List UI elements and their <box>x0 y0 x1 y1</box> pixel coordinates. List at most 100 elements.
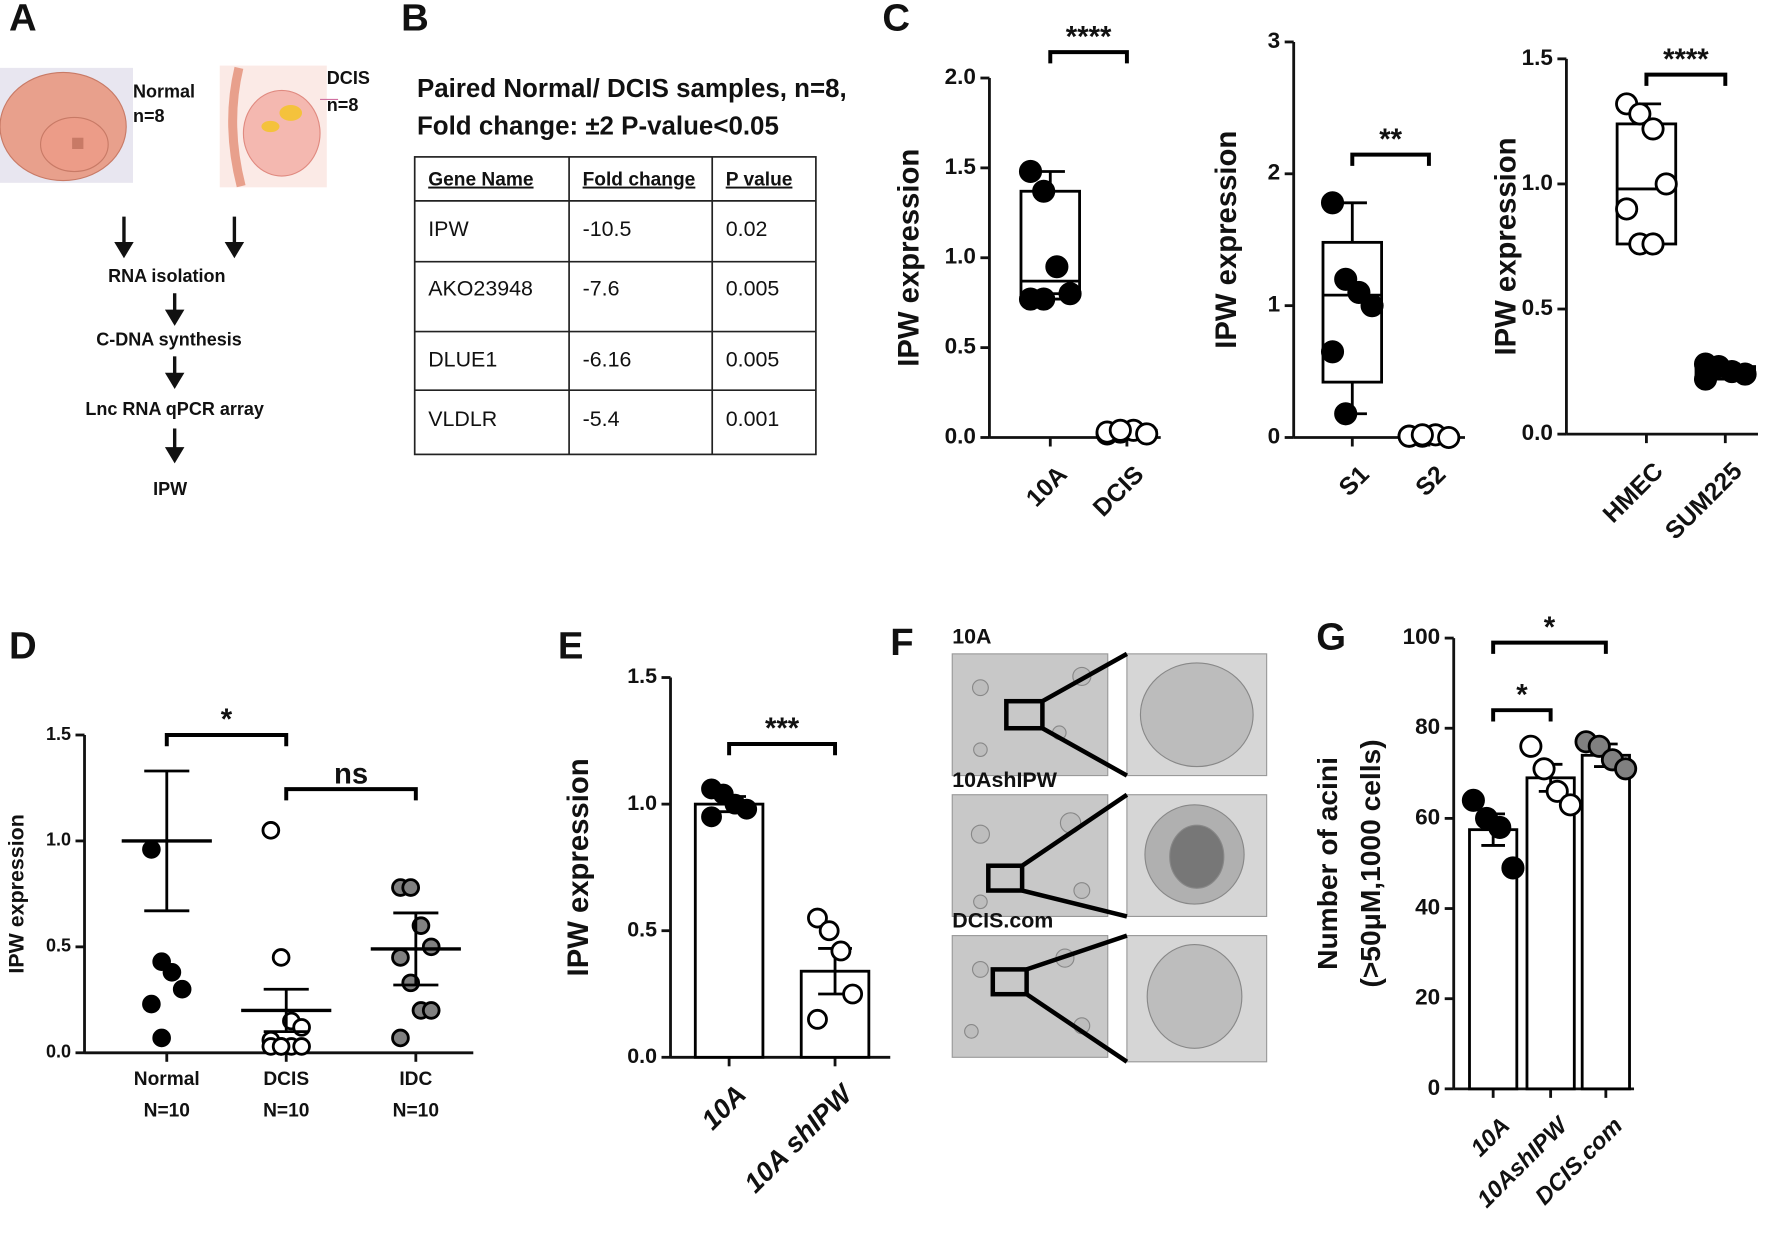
table-cell: 0.005 <box>726 348 780 372</box>
significance-label: ns <box>334 757 368 790</box>
data-point <box>1545 779 1569 803</box>
step: RNA isolation <box>108 266 225 286</box>
y-tick-label: 0.5 <box>46 936 71 956</box>
cells <box>964 662 1254 1049</box>
illustration <box>261 120 280 133</box>
panel-label: D <box>9 624 37 667</box>
chart: 0.0 0.5 1.0 1.5 IPW expression Normal N=10 DCIS… <box>5 703 474 1121</box>
x-tick-label: 10A <box>1466 1113 1515 1162</box>
data-point <box>1733 362 1757 386</box>
y-tick-label: 0 <box>1268 423 1281 448</box>
table-cell: IPW <box>428 217 469 241</box>
data-point <box>842 983 864 1005</box>
data-point <box>271 1037 291 1056</box>
x-tick-label: Normal <box>134 1069 200 1090</box>
illustration <box>242 89 321 177</box>
table-header: P value <box>726 170 793 191</box>
table-cell: DLUE1 <box>428 348 497 372</box>
x-tick-label: HMEC <box>1598 458 1669 529</box>
table-grid <box>413 156 817 456</box>
significance-bracket <box>1048 50 1129 64</box>
box <box>1019 189 1081 296</box>
data-point <box>1320 191 1345 215</box>
data-point <box>1693 367 1718 391</box>
y-tick-label: 1.0 <box>46 830 71 850</box>
data-point <box>1410 423 1434 447</box>
x-tick-label: S1 <box>1334 461 1375 502</box>
table-cell: VLDLR <box>428 407 497 431</box>
y-tick-label: 1 <box>1268 292 1281 317</box>
significance-bracket <box>284 787 418 801</box>
data-point <box>1045 255 1069 279</box>
data-point <box>1437 425 1461 450</box>
data-point <box>162 962 182 982</box>
data-point <box>421 937 441 957</box>
table-cell: AKO23948 <box>428 277 533 301</box>
bar <box>693 802 765 1059</box>
y-tick-label: 1.0 <box>627 791 657 815</box>
data-point <box>1501 856 1525 880</box>
diagram: Normal n=8 DCIS n=8 RNA isolation C-DNA … <box>0 65 370 499</box>
step: Lnc RNA qPCR array <box>85 399 264 419</box>
panel-label: E <box>558 624 584 667</box>
significance-label: * <box>1516 678 1528 711</box>
image-label: 10AshIPW <box>952 768 1057 792</box>
y-tick-label: 1.0 <box>945 244 976 269</box>
data-point <box>1558 793 1582 817</box>
chart: 0 1 2 3 IPW expression S1 S2 ** <box>1210 28 1465 502</box>
significance-label: ** <box>1379 123 1402 156</box>
step: IPW <box>153 479 187 499</box>
y-tick-label: 0.0 <box>1522 420 1553 445</box>
significance-label: **** <box>1663 43 1709 76</box>
table-header: Fold change <box>583 170 696 191</box>
image-label: 10A <box>952 625 991 649</box>
table-title: Fold change: ±2 P-value<0.05 <box>417 112 779 140</box>
y-axis-label: IPW expression <box>1490 137 1523 355</box>
data-point <box>807 1008 828 1030</box>
bar <box>1525 776 1576 1091</box>
bar <box>1580 753 1631 1091</box>
illustration <box>279 105 303 121</box>
y-axis-label: Number of acini <box>1311 757 1343 970</box>
data-point <box>1360 294 1384 318</box>
y-tick-label: 100 <box>1403 624 1441 649</box>
x-tick-label: DCIS <box>1088 461 1149 522</box>
panel-label: C <box>882 0 910 40</box>
y-tick-label: 1.5 <box>945 154 976 179</box>
table-title: Paired Normal/ DCIS samples, n=8, <box>417 75 847 103</box>
step: C-DNA synthesis <box>96 329 242 349</box>
data-point <box>1615 197 1639 221</box>
panel-label: A <box>9 0 37 40</box>
image-label: DCIS.com <box>952 909 1053 933</box>
chart: 0 20 40 60 80 100 Number of acini (>50μM,1000 c… <box>1311 611 1638 1213</box>
y-tick-label: 0.5 <box>945 334 976 359</box>
group-n: n=8 <box>327 95 359 115</box>
y-tick-label: 2 <box>1268 160 1281 185</box>
data-point <box>830 940 852 962</box>
significance-label: **** <box>1066 20 1112 53</box>
data-point <box>1654 172 1678 196</box>
y-tick-label: 1.5 <box>46 724 71 744</box>
y-tick-label: 20 <box>1415 985 1440 1010</box>
data-point <box>1641 232 1665 256</box>
data-point <box>807 907 828 929</box>
data-point <box>1628 102 1652 126</box>
data-point <box>818 920 840 942</box>
y-tick-label: 0.0 <box>627 1044 657 1068</box>
table-cell: 0.001 <box>726 407 780 431</box>
group-label: DCIS <box>327 68 370 88</box>
chart: 0.0 0.5 1.0 1.5 2.0 IPW expression 10A DCIS **** <box>892 20 1161 522</box>
data-point <box>1614 757 1638 781</box>
y-tick-label: 0.5 <box>1522 295 1553 320</box>
table-cell: -6.16 <box>583 348 632 372</box>
y-axis-label: IPW expression <box>1210 131 1243 349</box>
y-axis-label: (>50μM,1000 cells) <box>1354 739 1386 987</box>
data-point <box>1058 282 1082 306</box>
data-point <box>292 1037 311 1056</box>
table-cell: -7.6 <box>583 277 620 301</box>
data-point <box>421 1001 441 1020</box>
data-point <box>1108 418 1132 442</box>
